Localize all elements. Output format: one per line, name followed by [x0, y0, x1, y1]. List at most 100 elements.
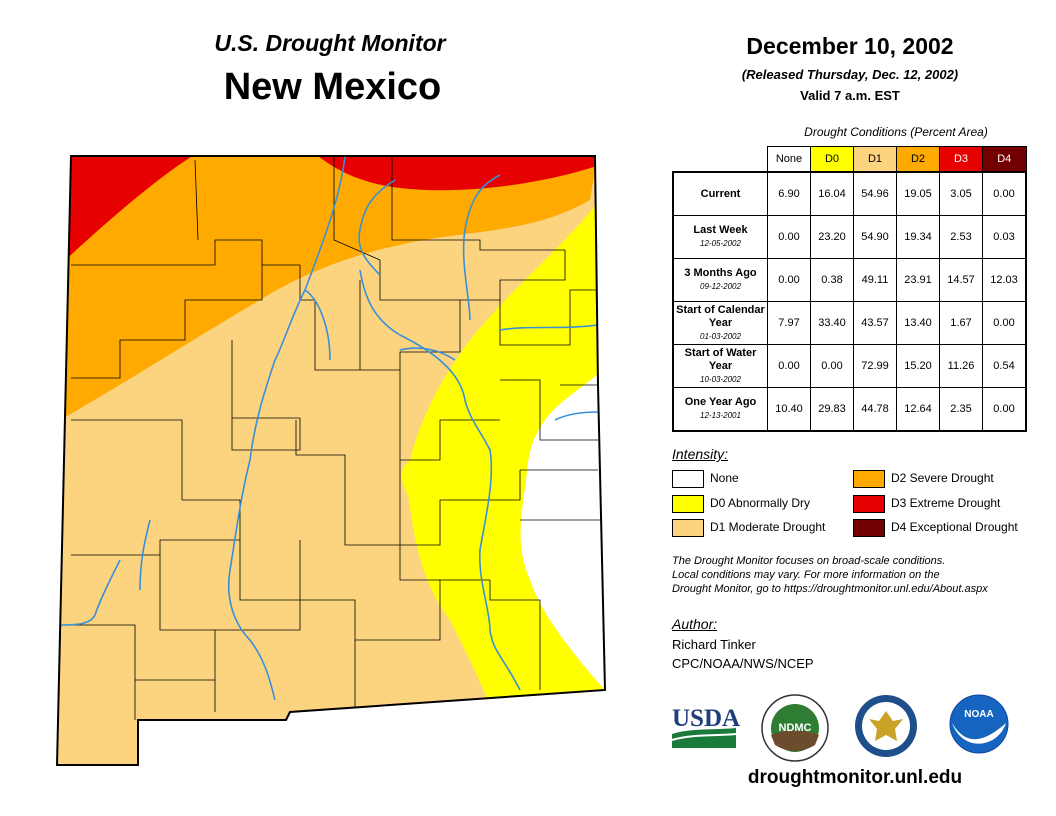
legend-swatch: [672, 519, 704, 537]
table-cell: 12.64: [896, 387, 940, 432]
table-cell: 19.05: [896, 171, 940, 216]
ndmc-ground: [771, 730, 819, 751]
county-lines: [71, 156, 605, 720]
drought-table: None D0 D1 D2 D3 D4 Current 6.90 16.04 5…: [672, 146, 1027, 432]
table-cell: 49.11: [853, 258, 897, 302]
row-date: 12-13-2001: [700, 411, 741, 420]
release-date: (Released Thursday, Dec. 12, 2002): [741, 67, 959, 82]
legend-swatch: [853, 519, 885, 537]
new-mexico-drought-map: [55, 155, 607, 766]
state-border: [55, 155, 607, 766]
table-cell: 29.83: [810, 387, 854, 432]
table-cell: 2.53: [939, 215, 983, 259]
table-cell: 54.96: [853, 171, 897, 216]
table-cell: 11.26: [939, 344, 983, 388]
row-date: 01-03-2002: [700, 331, 741, 341]
commerce-seal-logo: [855, 695, 917, 757]
table-cell: 10.40: [767, 387, 811, 432]
info-note: The Drought Monitor focuses on broad-sca…: [672, 554, 1032, 596]
legend-label: None: [710, 471, 739, 485]
table-row: One Year Ago 12-13-2001 10.40 29.83 44.78…: [672, 387, 1027, 432]
table-cell: 12.03: [982, 258, 1027, 302]
col-header-d4: D4: [982, 146, 1027, 173]
table-cell: 0.38: [810, 258, 854, 302]
table-cell: 7.97: [767, 301, 811, 345]
website-url: droughtmonitor.unl.edu: [747, 767, 963, 788]
row-label: Current: [672, 171, 768, 216]
table-cell: 0.00: [767, 344, 811, 388]
row-label: 3 Months Ago 09-12-2002: [672, 258, 768, 302]
table-cell: 0.00: [982, 301, 1027, 345]
table-cell: 0.54: [982, 344, 1027, 388]
table-cell: 43.57: [853, 301, 897, 345]
table-cell: 72.99: [853, 344, 897, 388]
legend-swatch: [672, 495, 704, 513]
table-cell: 23.20: [810, 215, 854, 259]
table-row: Start of Water Year 10-03-2002 0.00 0.00 …: [672, 344, 1027, 388]
row-label: Start of Water Year 10-03-2002: [672, 344, 768, 388]
map-subtitle: U.S. Drought Monitor: [214, 30, 446, 56]
col-header-d0: D0: [810, 146, 854, 173]
table-corner: [673, 147, 768, 173]
usda-swoosh: [672, 728, 736, 748]
note-line: Drought Monitor, go to https://droughtmo…: [672, 583, 988, 595]
none-region: [520, 372, 605, 690]
table-cell: 0.00: [767, 258, 811, 302]
usda-logo: USDA: [671, 705, 740, 748]
map-date: December 10, 2002: [746, 33, 954, 59]
legend-label: D0 Abnormally Dry: [710, 496, 811, 510]
table-cell: 6.90: [767, 171, 811, 216]
legend-label: D3 Extreme Drought: [891, 496, 1001, 510]
row-date: 10-03-2002: [700, 374, 741, 384]
ndmc-logo-text: NDMC: [779, 722, 812, 734]
table-cell: 33.40: [810, 301, 854, 345]
noaa-wave: [952, 723, 1006, 744]
col-header-d2: D2: [896, 146, 940, 173]
legend-label: D4 Exceptional Drought: [891, 520, 1018, 534]
table-row: Current 6.90 16.04 54.96 19.05 3.05 0.00: [672, 171, 1027, 216]
legend-swatch: [853, 495, 885, 513]
author-name: Richard Tinker: [672, 637, 756, 652]
table-cell: 0.00: [982, 387, 1027, 432]
table-cell: 1.67: [939, 301, 983, 345]
table-cell: 44.78: [853, 387, 897, 432]
state-title: New Mexico: [223, 66, 442, 108]
author-title: Author:: [672, 616, 718, 632]
col-header-d1: D1: [853, 146, 897, 173]
seal-eagle: [869, 711, 903, 741]
author-org: CPC/NOAA/NWS/NCEP: [672, 656, 814, 671]
legend-label: D2 Severe Drought: [891, 471, 994, 485]
table-cell: 54.90: [853, 215, 897, 259]
col-header-d3: D3: [939, 146, 983, 173]
col-header-none: None: [767, 146, 811, 173]
legend-title: Intensity:: [672, 446, 729, 462]
usda-logo-text: USDA: [672, 705, 740, 732]
row-date: 09-12-2002: [700, 282, 741, 291]
table-cell: 14.57: [939, 258, 983, 302]
row-label: Start of Calendar Year 01-03-2002: [672, 301, 768, 345]
table-cell: 0.00: [810, 344, 854, 388]
d3-region-north: [300, 156, 600, 191]
note-line: The Drought Monitor focuses on broad-sca…: [672, 555, 946, 567]
note-line: Local conditions may vary. For more info…: [672, 569, 940, 581]
row-date: 12-05-2002: [700, 239, 741, 248]
table-cell: 13.40: [896, 301, 940, 345]
rivers: [59, 156, 599, 701]
d2-region: [60, 156, 600, 420]
legend-swatch: [672, 470, 704, 488]
usda-swoosh-line: [671, 733, 737, 741]
row-label: One Year Ago 12-13-2001: [672, 387, 768, 432]
valid-time: Valid 7 a.m. EST: [800, 88, 900, 103]
legend-label: D1 Moderate Drought: [710, 520, 826, 534]
row-label: Last Week 12-05-2002: [672, 215, 768, 259]
table-cell: 0.00: [767, 215, 811, 259]
table-cell: 2.35: [939, 387, 983, 432]
table-cell: 23.91: [896, 258, 940, 302]
table-row: Last Week 12-05-2002 0.00 23.20 54.90 19.…: [672, 215, 1027, 259]
table-cell: 19.34: [896, 215, 940, 259]
noaa-logo: NOAA: [949, 694, 1009, 754]
table-cell: 15.20: [896, 344, 940, 388]
legend-swatch: [853, 470, 885, 488]
d3-region: [60, 156, 220, 265]
table-row: Start of Calendar Year 01-03-2002 7.97 33…: [672, 301, 1027, 345]
